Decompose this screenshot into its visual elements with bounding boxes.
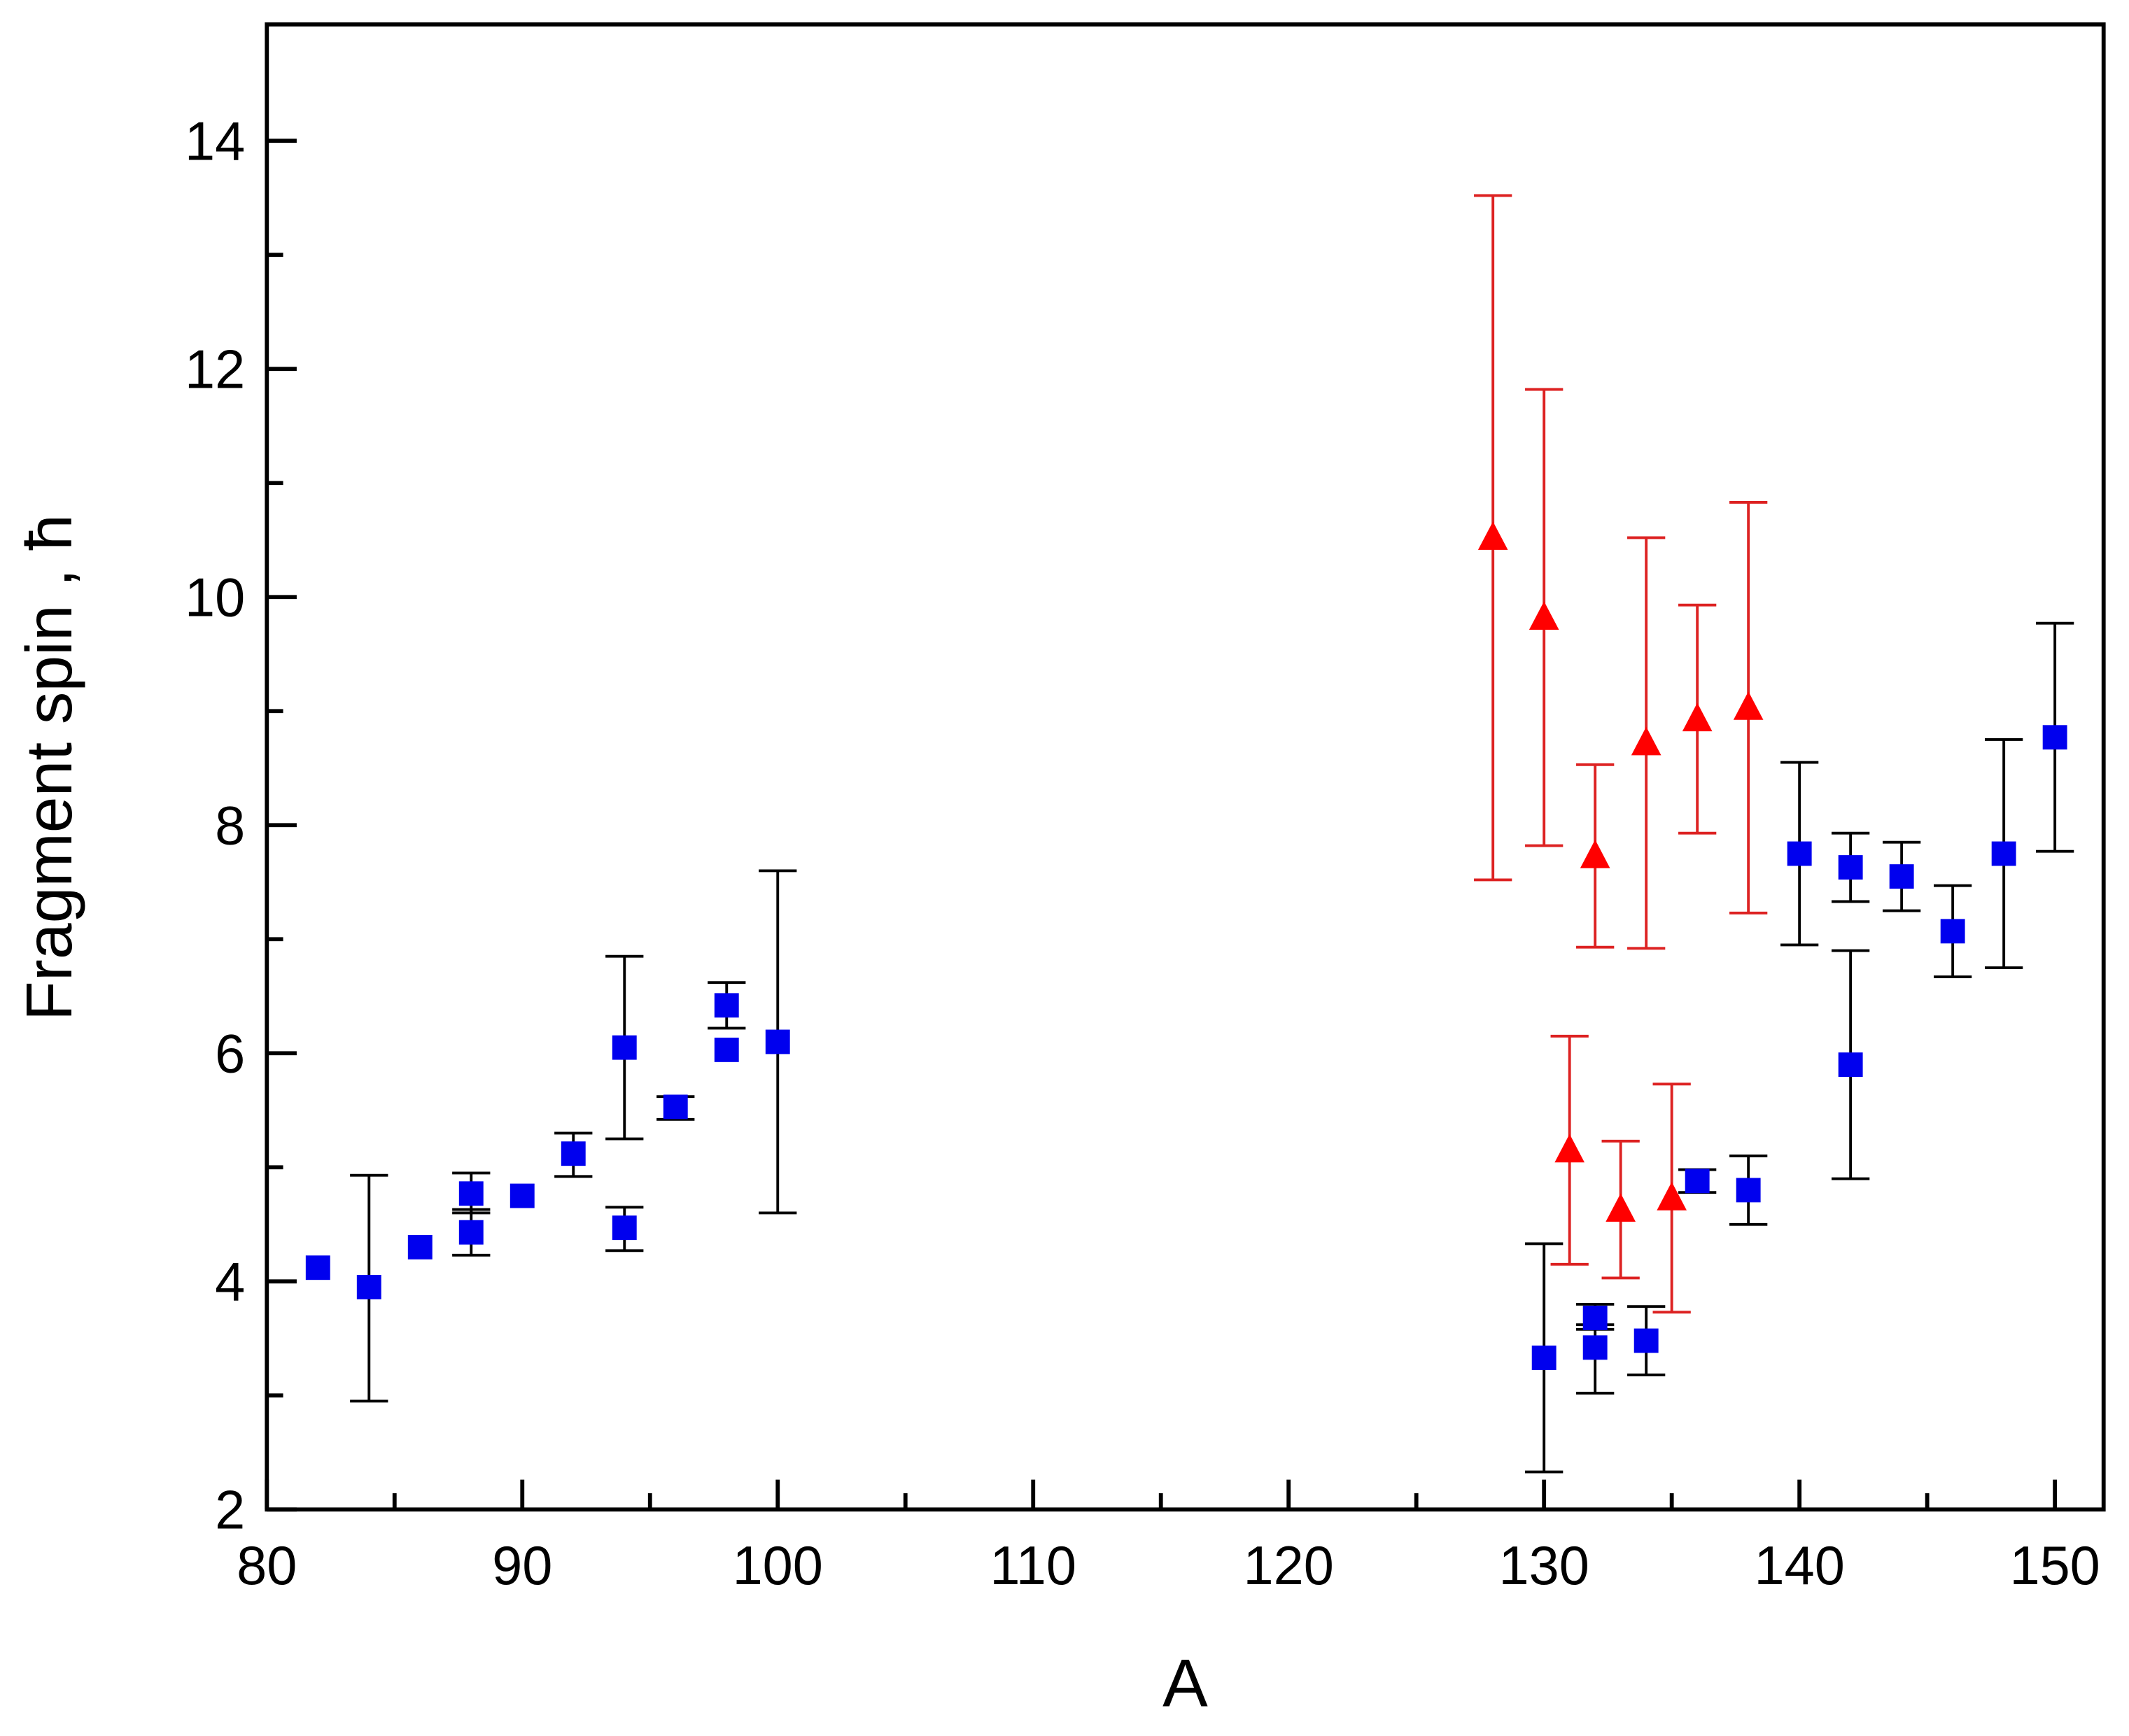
y-tick-label: 2 — [215, 1480, 245, 1540]
data-point-square — [1633, 1328, 1659, 1353]
data-point-square — [1582, 1335, 1608, 1360]
data-point-square — [1838, 1052, 1863, 1078]
x-axis-label: A — [1162, 1644, 1208, 1721]
x-tick-label: 140 — [1754, 1536, 1844, 1596]
x-tick-label: 110 — [990, 1536, 1076, 1596]
data-point-square — [612, 1215, 637, 1241]
data-point-triangle — [1529, 601, 1559, 630]
data-point-square — [1838, 855, 1863, 880]
data-point-square — [458, 1181, 484, 1206]
data-point-square — [458, 1220, 484, 1245]
y-axis-label: Fragment spin , ħ — [13, 514, 85, 1021]
data-point-square — [407, 1234, 433, 1259]
data-point-triangle — [1605, 1193, 1636, 1222]
x-tick-label: 80 — [237, 1536, 297, 1596]
x-tick-label: 150 — [2009, 1536, 2100, 1596]
x-tick-label: 100 — [733, 1536, 823, 1596]
y-tick-label: 4 — [215, 1252, 245, 1312]
y-tick-label: 12 — [185, 339, 245, 400]
data-marks — [305, 194, 2074, 1474]
data-point-square — [561, 1141, 586, 1166]
plot-frame — [265, 22, 2106, 1512]
x-tick-label: 120 — [1244, 1536, 1334, 1596]
data-point-square — [510, 1183, 535, 1208]
data-point-square — [663, 1094, 688, 1120]
data-point-square — [1889, 864, 1914, 889]
data-point-square — [765, 1029, 790, 1054]
y-tick-label: 8 — [215, 796, 245, 856]
data-point-triangle — [1682, 703, 1713, 732]
data-point-square — [1787, 841, 1812, 866]
data-point-triangle — [1554, 1134, 1585, 1163]
data-point-square — [1582, 1306, 1608, 1330]
data-point-square — [1736, 1178, 1761, 1203]
data-point-square — [356, 1274, 381, 1299]
data-point-square — [1685, 1169, 1710, 1194]
data-point-triangle — [1657, 1182, 1687, 1211]
data-point-square — [305, 1255, 330, 1280]
y-tick-label: 14 — [185, 111, 245, 171]
data-point-square — [2042, 725, 2067, 750]
data-point-square — [1531, 1346, 1557, 1370]
y-tick-label: 6 — [215, 1024, 245, 1084]
data-point-square — [714, 993, 739, 1018]
data-point-square — [612, 1035, 637, 1060]
data-point-square — [1991, 841, 2016, 866]
x-tick-label: 90 — [492, 1536, 552, 1596]
data-point-triangle — [1733, 691, 1764, 720]
axis-ticks: 80 90 100 110 120 130 140 150 2 4 6 8 10 12 14 — [185, 111, 2100, 1596]
data-point-triangle — [1631, 726, 1661, 756]
y-tick-label: 10 — [185, 567, 245, 628]
x-tick-label: 130 — [1499, 1536, 1589, 1596]
data-point-square — [714, 1037, 739, 1062]
data-point-square — [1940, 919, 1965, 944]
data-point-triangle — [1477, 521, 1508, 550]
data-point-triangle — [1580, 840, 1610, 868]
